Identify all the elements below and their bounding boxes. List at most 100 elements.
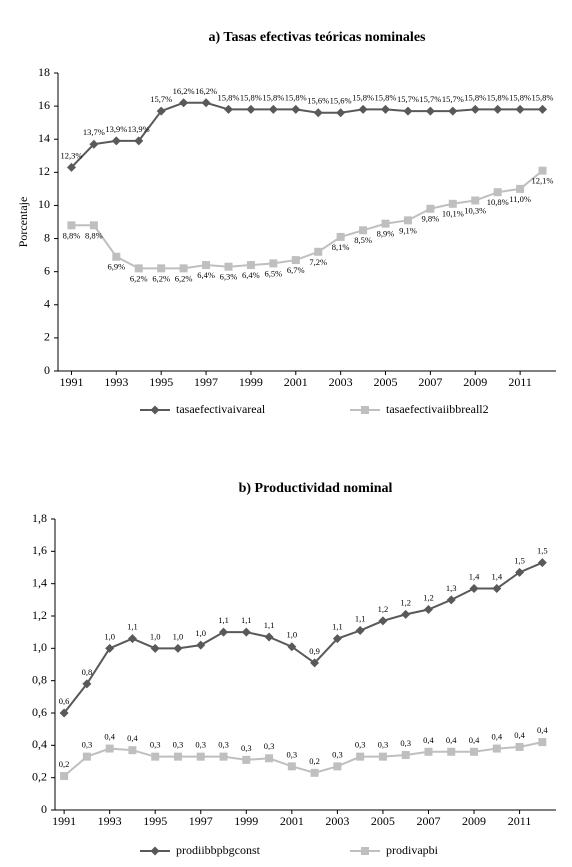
value-label: 15,7% [442,94,464,104]
x-tick-label: 2001 [284,375,308,389]
x-tick-label: 1995 [143,814,167,828]
y-tick-label: 10 [38,197,50,211]
value-label: 1,5 [514,555,525,565]
diamond-marker [401,609,411,619]
square-marker [60,772,69,781]
chart-title: b) Productividad nominal [239,481,393,496]
value-label: 0,3 [400,738,411,748]
diamond-marker [538,104,548,114]
value-label: 0,3 [332,749,343,759]
value-label: 0,3 [287,749,298,759]
square-marker [471,196,480,205]
value-label: 8,5% [354,235,372,245]
value-label: 0,2 [59,759,70,769]
square-marker [246,261,255,270]
value-label: 15,8% [532,92,554,102]
value-label: 0,4 [537,725,548,735]
value-label: 7,2% [309,257,327,267]
y-tick-label: 1,8 [32,511,47,525]
diamond-marker [492,584,502,594]
square-marker [426,204,435,213]
y-tick-label: 1,2 [32,608,47,622]
square-marker [179,264,188,273]
value-label: 0,4 [127,733,138,743]
square-marker [424,747,433,756]
square-marker [515,742,524,751]
value-label: 1,0 [150,631,161,641]
value-label: 6,2% [152,273,170,283]
value-label: 6,4% [197,270,215,280]
y-tick-label: 12 [38,164,50,178]
value-label: 15,8% [487,92,509,102]
value-label: 1,0 [287,630,298,640]
value-label: 15,8% [262,92,284,102]
value-label: 8,8% [63,230,81,240]
legend-label: prodiibbpbgconst [176,843,261,857]
square-marker [538,166,547,175]
diamond-marker [223,104,233,114]
value-label: 6,9% [107,262,125,272]
value-label: 0,4 [104,732,115,742]
diamond-marker [179,98,189,108]
value-label: 1,1 [218,615,229,625]
value-label: 0,3 [378,740,389,750]
x-tick-label: 2001 [280,814,304,828]
value-label: 15,8% [285,92,307,102]
y-tick-label: 0,2 [32,769,47,783]
value-label: 0,3 [173,740,184,750]
value-label: 1,1 [127,622,138,632]
square-marker [242,755,251,764]
value-label: 0,3 [218,740,229,750]
value-label: 6,2% [175,273,193,283]
value-label: 1,0 [173,631,184,641]
value-label: 0,3 [150,740,161,750]
diamond-marker [246,104,256,114]
value-label: 0,2 [309,756,320,766]
y-tick-label: 0 [41,802,47,816]
square-marker [265,754,274,763]
y-tick-label: 1,0 [32,640,47,654]
diamond-marker [173,643,183,653]
y-tick-label: 14 [38,131,50,145]
diamond-marker [156,106,166,116]
x-tick-label: 2009 [463,375,487,389]
x-tick-label: 1991 [59,375,83,389]
diamond-marker [403,106,413,116]
value-label: 0,3 [82,740,93,750]
x-tick-label: 1995 [149,375,173,389]
diamond-marker [150,643,160,653]
legend-marker [361,406,369,414]
y-tick-label: 0,4 [32,737,47,751]
value-label: 13,9% [128,124,150,134]
value-label: 1,1 [241,615,252,625]
diamond-marker [264,632,274,642]
value-label: 15,8% [352,92,374,102]
value-label: 6,4% [242,270,260,280]
y-tick-label: 2 [44,330,50,344]
diamond-marker [59,708,69,718]
diamond-marker [358,104,368,114]
square-marker [493,188,502,197]
square-marker [333,762,342,771]
x-tick-label: 1993 [98,814,122,828]
value-label: 0,3 [195,740,206,750]
value-label: 8,9% [377,229,395,239]
value-label: 10,8% [487,197,509,207]
value-label: 6,3% [220,272,238,282]
square-marker [403,216,412,225]
value-label: 0,4 [469,735,480,745]
square-marker [67,221,76,230]
value-label: 9,1% [399,225,417,235]
x-tick-label: 2007 [418,375,442,389]
square-marker [378,752,387,761]
x-tick-label: 2005 [374,375,398,389]
value-label: 8,1% [332,242,350,252]
value-label: 0,4 [446,735,457,745]
diamond-marker [201,98,211,108]
square-marker [151,752,160,761]
value-label: 15,6% [307,96,329,106]
y-tick-label: 4 [44,297,50,311]
chart-title: a) Tasas efectivas teóricas nominales [209,30,427,45]
y-axis-title: Porcentaje [16,197,30,248]
